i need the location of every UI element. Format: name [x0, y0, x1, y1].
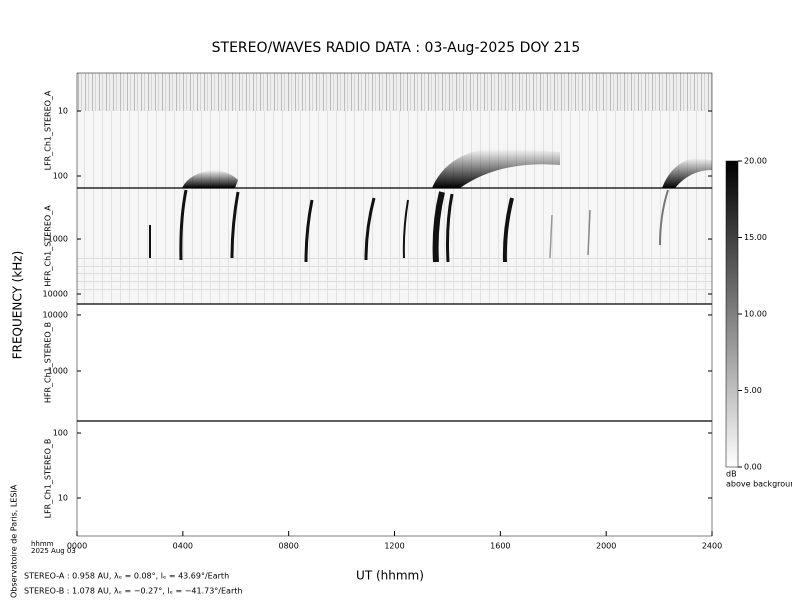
panel-frame	[76, 303, 713, 422]
band-line	[77, 289, 712, 290]
y-tick-label: 10	[58, 107, 68, 116]
colorbar-tick-label: 15.00	[744, 233, 767, 242]
panel-label: HFR_Ch1_STEREO_A	[44, 205, 53, 287]
burst	[230, 191, 240, 259]
y-tick-label: 10000	[43, 290, 68, 299]
burst	[446, 193, 454, 263]
panel-label: LFR_Ch1_STEREO_B	[44, 439, 53, 519]
credit: Observatoire de Paris, LESIA	[10, 484, 19, 598]
burst	[179, 189, 188, 261]
colorbar-label: dB	[726, 470, 737, 479]
band-line	[77, 266, 712, 267]
burst	[364, 197, 376, 261]
footer-line: STEREO-A : 0.958 AU, λₑ = 0.08°, lₑ = 43…	[24, 572, 229, 581]
colorbar-tick-label: 10.00	[744, 310, 767, 319]
panel-label: HFR_Ch1_STEREO_B	[44, 322, 53, 403]
colorbar-tick-label: 20.00	[744, 157, 767, 166]
chart-title: STEREO/WAVES RADIO DATA : 03-Aug-2025 DO…	[212, 40, 581, 56]
band-line	[77, 258, 712, 259]
panel-label: LFR_Ch1_STEREO_A	[44, 90, 53, 170]
spectrogram-background	[77, 73, 712, 111]
band-line	[77, 281, 712, 282]
burst	[182, 170, 238, 188]
spectrogram-background	[77, 111, 712, 188]
x-tick-label: 0000	[67, 542, 87, 551]
burst	[549, 214, 553, 259]
y-tick-label: 100	[53, 429, 68, 438]
colorbar-tick-label: 5.00	[744, 386, 762, 395]
x-tick-label: 2000	[596, 542, 616, 551]
burst	[502, 197, 514, 263]
panel-frame	[76, 420, 713, 537]
colorbar	[725, 160, 739, 468]
colorbar-sublabel: above background	[726, 480, 792, 489]
x-tick-label: 0400	[173, 542, 193, 551]
y-tick-label: 100	[53, 171, 68, 180]
burst	[304, 199, 314, 263]
x-unit-label: hhmm	[31, 540, 54, 548]
burst	[662, 158, 712, 188]
y-tick-label: 1000	[48, 235, 68, 244]
burst	[432, 149, 560, 188]
colorbar-tick-label: 0.00	[744, 463, 762, 472]
band-line	[77, 273, 712, 274]
date-label: 2025 Aug 03	[31, 547, 76, 555]
y-tick-label: 10	[58, 493, 68, 502]
x-axis-label: UT (hhmm)	[356, 569, 424, 583]
footer-line: STEREO-B : 1.078 AU, λₑ = −0.27°, lₑ = −…	[24, 587, 242, 596]
y-axis-label: FREQUENCY (kHz)	[11, 251, 25, 360]
x-tick-label: 1600	[490, 542, 510, 551]
y-tick-label: 10000	[43, 310, 68, 319]
x-tick-label: 2400	[702, 542, 722, 551]
x-tick-label: 0800	[278, 542, 298, 551]
burst	[587, 209, 591, 256]
x-tick-label: 1200	[384, 542, 404, 551]
band-lines	[77, 258, 712, 290]
burst	[402, 199, 409, 259]
y-tick-label: 1000	[48, 366, 68, 375]
bursts	[149, 149, 712, 263]
burst	[432, 191, 445, 263]
spectrogram-background	[77, 188, 712, 304]
burst	[659, 189, 669, 246]
